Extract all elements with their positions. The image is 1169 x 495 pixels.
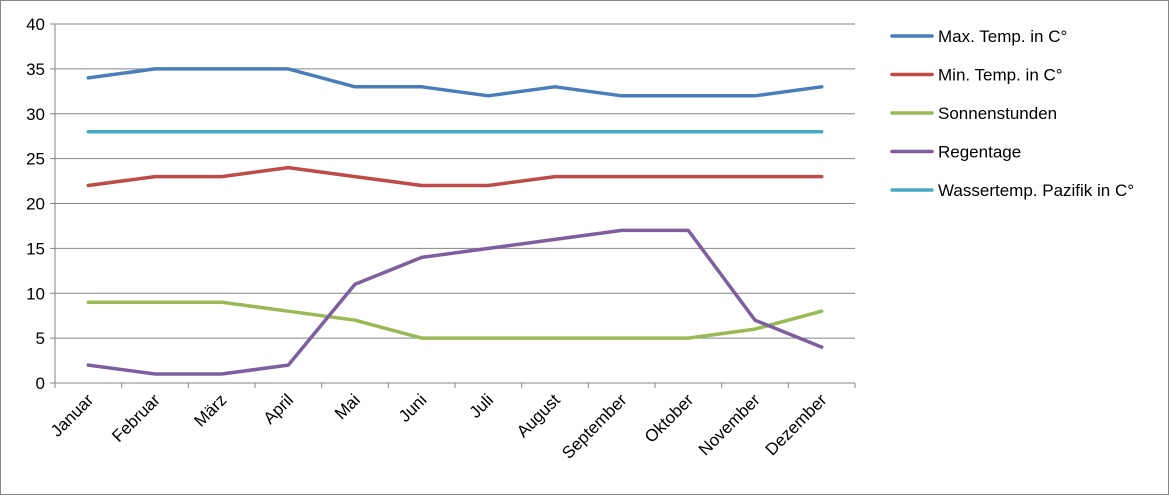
y-tick-label: 10 [26, 284, 45, 303]
series-line-4 [86, 228, 824, 376]
y-tick-label: 0 [36, 374, 45, 393]
x-tick-label: April [260, 390, 297, 427]
y-tick-label: 5 [36, 329, 45, 348]
x-tick-label: Juni [395, 390, 430, 425]
x-tick-label: September [558, 390, 630, 462]
x-tick-label: Januar [47, 390, 97, 440]
legend-label: Sonnenstunden [938, 104, 1057, 123]
legend-label: Regentage [938, 143, 1021, 162]
legend: Max. Temp. in C° Min. Temp. in C° Sonnenst… [890, 27, 1134, 200]
y-axis-tick-labels: 0 5 10 15 20 25 30 35 40 [26, 15, 45, 393]
y-tick-label: 20 [26, 195, 45, 214]
series-line-1 [86, 67, 824, 98]
y-tick-label: 35 [26, 60, 45, 79]
series-line-3 [86, 300, 824, 340]
x-tick-label: März [190, 390, 230, 430]
x-axis-tick-labels: Januar Februar März April Mai Juni Juli AugustS… [47, 390, 831, 462]
x-tick-label: Oktober [641, 390, 697, 446]
x-tick-label: August [513, 390, 564, 441]
x-tick-label: Juli [466, 390, 497, 421]
x-tick-label: Dezember [762, 390, 831, 459]
series-lines [86, 67, 824, 376]
x-tick-label: Februar [108, 390, 164, 446]
x-tick-label: November [695, 390, 764, 459]
y-tick-label: 25 [26, 150, 45, 169]
series-line-2 [86, 165, 824, 188]
axes [50, 23, 856, 388]
legend-label: Wassertemp. Pazifik in C° [938, 181, 1134, 200]
y-tick-label: 40 [26, 15, 45, 34]
legend-label: Max. Temp. in C° [938, 27, 1067, 46]
legend-label: Min. Temp. in C° [938, 66, 1063, 85]
gridlines [55, 23, 855, 339]
y-tick-label: 30 [26, 105, 45, 124]
y-tick-label: 15 [26, 239, 45, 258]
x-tick-label: Mai [331, 390, 364, 423]
